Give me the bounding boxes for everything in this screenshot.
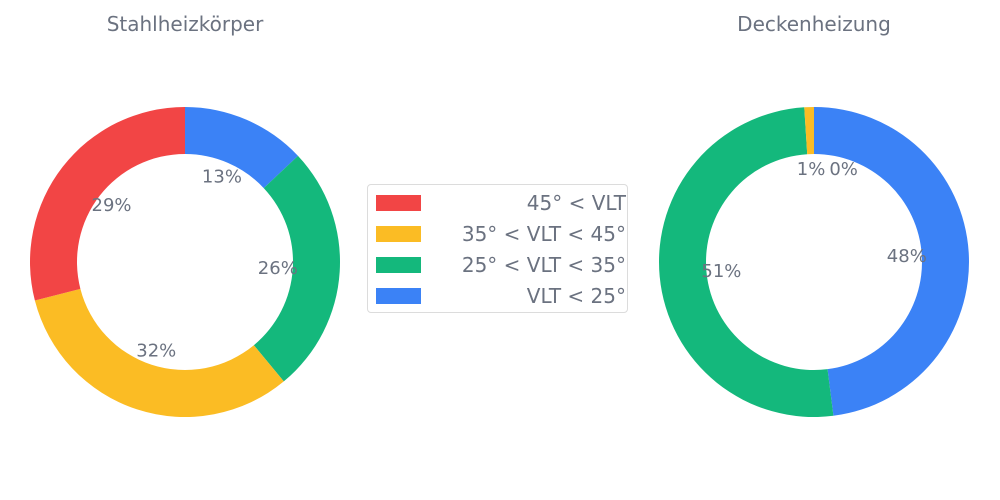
donut-slice (814, 107, 969, 416)
legend-label: VLT < 25° (526, 284, 626, 308)
donut-slice (658, 107, 834, 418)
legend-item: 45° < VLT (376, 191, 626, 215)
slice-label: 0% (829, 159, 858, 180)
legend-swatch (376, 288, 421, 304)
slice-label: 13% (202, 167, 242, 188)
chart-title-right: Deckenheizung (737, 12, 891, 36)
legend-swatch (376, 195, 421, 211)
legend-item: VLT < 25° (376, 284, 626, 308)
legend-label: 45° < VLT (526, 191, 626, 215)
legend-item: 25° < VLT < 35° (376, 253, 626, 277)
donut-slice (804, 107, 814, 155)
legend-swatch (376, 226, 421, 242)
donut-slice (253, 155, 340, 382)
slice-label: 1% (797, 159, 826, 180)
slice-label: 48% (887, 246, 927, 267)
legend-item: 35° < VLT < 45° (376, 222, 626, 246)
donut-slice (29, 107, 185, 301)
chart-title-left: Stahlheizkörper (107, 12, 264, 36)
legend-label: 35° < VLT < 45° (461, 222, 626, 246)
slice-label: 26% (258, 258, 298, 279)
donut-slice (185, 107, 298, 189)
slice-label: 29% (92, 195, 132, 216)
slice-label: 32% (136, 340, 176, 361)
legend: 45° < VLT 35° < VLT < 45° 25° < VLT < 35… (367, 184, 628, 313)
legend-label: 25° < VLT < 35° (461, 253, 626, 277)
legend-swatch (376, 257, 421, 273)
slice-label: 51% (701, 261, 741, 282)
donut-slice (34, 288, 284, 418)
